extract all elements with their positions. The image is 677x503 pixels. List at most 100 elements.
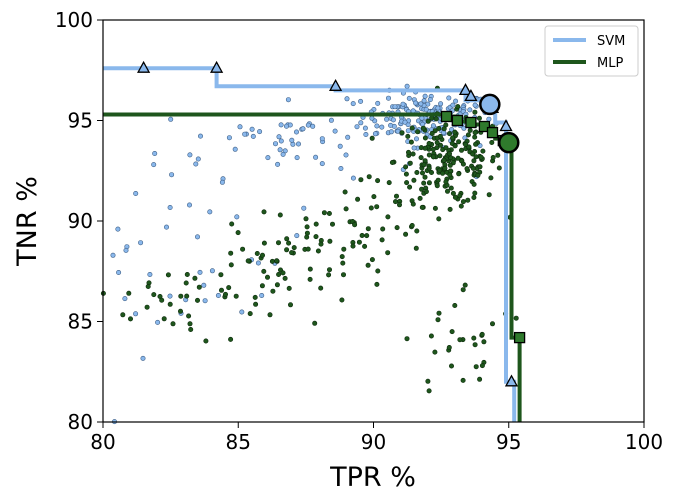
scatter-point xyxy=(436,216,442,222)
scatter-point xyxy=(453,98,459,104)
scatter-point xyxy=(462,141,468,147)
scatter-point xyxy=(274,258,280,264)
scatter-point xyxy=(280,270,286,276)
scatter-point xyxy=(276,271,282,277)
scatter-point xyxy=(388,129,394,135)
scatter-point xyxy=(418,101,424,107)
scatter-point xyxy=(369,135,375,141)
scatter-point xyxy=(435,105,441,111)
scatter-point xyxy=(234,214,240,220)
scatter-point xyxy=(400,101,406,107)
scatter-point xyxy=(390,117,396,123)
scatter-point xyxy=(419,186,425,192)
scatter-point xyxy=(369,115,375,121)
scatter-point xyxy=(254,251,260,257)
pareto-markers xyxy=(137,60,526,387)
scatter-point xyxy=(364,233,370,239)
scatter-point xyxy=(432,128,438,134)
scatter-point xyxy=(289,137,295,143)
scatter-point xyxy=(267,312,273,318)
scatter-point xyxy=(261,240,267,246)
scatter-point xyxy=(489,321,495,327)
scatter-point xyxy=(307,276,313,282)
scatter-point xyxy=(375,178,381,184)
scatter-point xyxy=(226,285,232,291)
scatter-point xyxy=(319,136,325,142)
y-axis-label: TNR % xyxy=(12,176,43,267)
scatter-point xyxy=(277,147,283,153)
scatter-point xyxy=(411,177,417,183)
scatter-point xyxy=(312,320,318,326)
scatter-point xyxy=(168,116,174,122)
scatter-point xyxy=(300,126,306,132)
scatter-point xyxy=(145,283,151,289)
scatter-point xyxy=(396,202,402,208)
scatter-point xyxy=(472,109,478,115)
scatter-point xyxy=(440,170,446,176)
scatter-point xyxy=(465,197,471,203)
scatter-point xyxy=(147,271,153,277)
svm-best-point xyxy=(479,93,501,116)
mlp-pareto-marker xyxy=(513,331,526,344)
scatter-point xyxy=(338,166,344,172)
scatter-point xyxy=(447,162,453,168)
scatter-point xyxy=(432,205,438,211)
scatter-point xyxy=(404,83,410,89)
scatter-point xyxy=(402,119,408,125)
scatter-point xyxy=(321,210,327,216)
scatter-point xyxy=(478,154,484,160)
scatter-point xyxy=(372,131,378,137)
scatter-point xyxy=(195,234,201,240)
scatter-point xyxy=(235,230,241,236)
scatter-point xyxy=(479,331,485,337)
scatter-point xyxy=(249,126,255,132)
scatter-point xyxy=(326,267,332,273)
scatter-point xyxy=(513,315,519,321)
scatter-point xyxy=(409,223,415,229)
scatter-point xyxy=(448,185,454,191)
scatter-point xyxy=(434,140,440,146)
scatter-point xyxy=(379,124,385,130)
scatter-point xyxy=(284,236,290,242)
scatter-point xyxy=(151,292,157,298)
scatter-point xyxy=(421,180,427,186)
scatter-point xyxy=(259,252,265,258)
scatter-point xyxy=(411,145,417,151)
scatter-point xyxy=(461,125,467,131)
scatter-point xyxy=(403,231,409,237)
scatter-point xyxy=(432,349,438,355)
svm-pareto-marker xyxy=(499,119,513,132)
scatter-point xyxy=(480,148,486,154)
scatter-point xyxy=(218,272,224,278)
scatter-point xyxy=(458,147,464,153)
scatter-point xyxy=(428,333,434,339)
scatter-point xyxy=(123,247,129,253)
scatter-point xyxy=(470,151,476,157)
scatter-point xyxy=(426,180,432,186)
scatter-point xyxy=(418,155,424,161)
scatter-point xyxy=(384,116,390,122)
scatter-point xyxy=(122,296,128,302)
scatter-point xyxy=(165,272,171,278)
scatter-point xyxy=(410,151,416,157)
x-tick-label: 100 xyxy=(625,430,663,454)
scatter-point xyxy=(126,290,132,296)
scatter-point xyxy=(259,292,265,298)
scatter-point xyxy=(198,133,204,139)
scatter-point xyxy=(437,142,443,148)
scatter-point xyxy=(434,183,440,189)
scatter-point xyxy=(410,108,416,114)
scatter-point xyxy=(301,205,307,211)
scatter-point xyxy=(313,154,319,160)
scatter-point xyxy=(427,97,433,103)
scatter-point xyxy=(386,180,392,186)
scatter-point xyxy=(374,204,380,210)
scatter-point xyxy=(319,161,325,167)
scatter-point xyxy=(339,254,345,260)
scatter-point xyxy=(467,107,473,113)
scatter-point xyxy=(471,158,477,164)
scatter-point xyxy=(237,124,243,130)
scatter-point xyxy=(115,226,121,232)
scatter-point xyxy=(457,337,463,343)
